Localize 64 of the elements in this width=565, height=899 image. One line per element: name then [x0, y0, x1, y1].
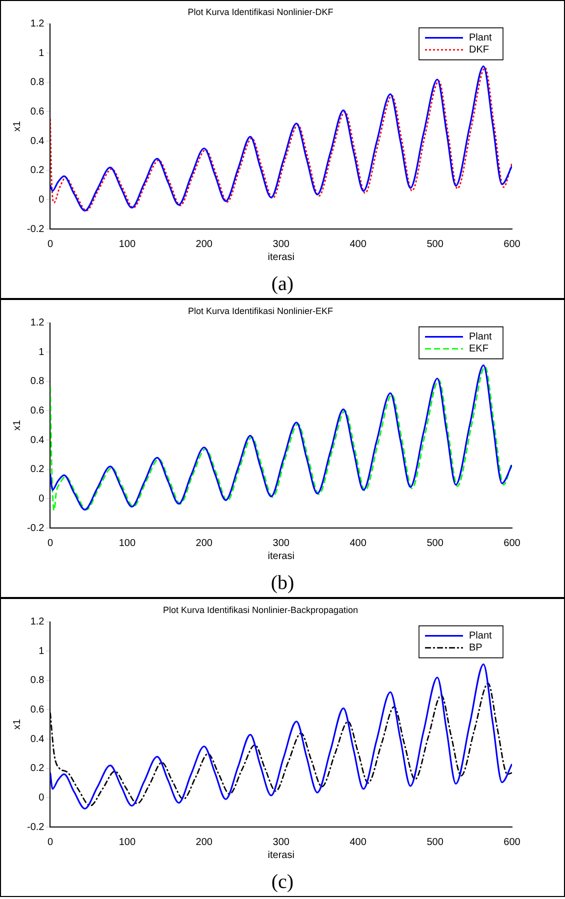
legend-label: BP: [469, 642, 483, 654]
x-tick-label: 200: [196, 238, 213, 250]
y-tick-label: 0: [38, 194, 45, 206]
y-tick-label: -0.2: [26, 822, 45, 833]
y-tick-label: 0.4: [30, 136, 45, 147]
x-tick-label: 600: [504, 538, 521, 549]
x-axis-title: iterasi: [268, 850, 294, 861]
text: (a): [270, 273, 295, 296]
y-tick-label: 0.8: [30, 77, 45, 88]
x-tick-label: 200: [196, 836, 213, 848]
x-tick-label: 300: [272, 836, 290, 848]
legend-label: Plant: [469, 630, 492, 642]
text: (c): [270, 871, 295, 894]
legend-label: Plant: [469, 32, 492, 44]
x-tick-label: 500: [426, 238, 444, 250]
y-tick-label: 0.2: [30, 165, 45, 176]
x-tick-label: 300: [272, 238, 290, 250]
y-tick-label: 0.6: [30, 106, 45, 118]
x-tick-label: 0: [47, 238, 54, 250]
y-tick-label: 0.8: [30, 675, 45, 686]
x-tick-label: 500: [426, 836, 444, 848]
y-tick-label: 1: [38, 346, 45, 358]
x-tick-label: 100: [118, 238, 136, 250]
x-axis-title: iterasi: [268, 550, 294, 562]
x-tick-label: 400: [350, 836, 367, 848]
chart-title: Plot Kurva Identifikasi Nonlinier-DKF: [188, 6, 334, 17]
y-tick-label: -0.2: [26, 522, 45, 534]
y-tick-label: 0.2: [30, 763, 45, 774]
line-series: [50, 664, 512, 810]
y-tick-label: -0.2: [26, 224, 45, 235]
y-tick-label: 1.2: [30, 616, 45, 628]
x-tick-label: 200: [196, 538, 213, 549]
text: (b): [270, 572, 296, 595]
legend-label: Plant: [469, 332, 492, 343]
y-tick-label: 0: [38, 493, 45, 504]
legend-label: DKF: [469, 44, 489, 56]
chart-title: Plot Kurva Identifikasi Nonlinier-Backpropagation: [162, 604, 358, 615]
y-axis-title: x1: [12, 718, 23, 730]
x-tick-label: 300: [272, 538, 290, 549]
y-axis-title: x1: [12, 420, 23, 431]
x-axis-title: iterasi: [268, 252, 294, 263]
y-tick-label: 0.4: [30, 734, 45, 745]
x-tick-label: 500: [426, 538, 444, 549]
y-tick-label: 0.6: [30, 405, 45, 416]
chart-title: Plot Kurva Identifikasi Nonlinier-EKF: [188, 306, 334, 316]
y-tick-label: 1.2: [30, 318, 45, 329]
x-tick-label: 600: [504, 836, 521, 848]
y-tick-label: 0.4: [30, 434, 45, 446]
x-tick-label: 0: [47, 538, 54, 549]
y-tick-label: 0.6: [30, 704, 45, 716]
y-tick-label: 0.8: [30, 376, 45, 388]
y-tick-label: 1.2: [30, 18, 45, 30]
y-tick-label: 1: [38, 48, 45, 59]
y-axis-title: x1: [12, 120, 23, 132]
x-tick-label: 0: [47, 836, 54, 848]
y-tick-label: 0.2: [30, 464, 45, 476]
x-tick-label: 400: [350, 538, 367, 549]
legend-label: EKF: [469, 344, 488, 355]
y-tick-label: 0: [38, 792, 45, 804]
x-tick-label: 100: [118, 836, 136, 848]
x-tick-label: 400: [350, 238, 367, 250]
y-tick-label: 1: [38, 646, 45, 657]
x-tick-label: 100: [118, 538, 136, 549]
x-tick-label: 600: [504, 238, 521, 250]
